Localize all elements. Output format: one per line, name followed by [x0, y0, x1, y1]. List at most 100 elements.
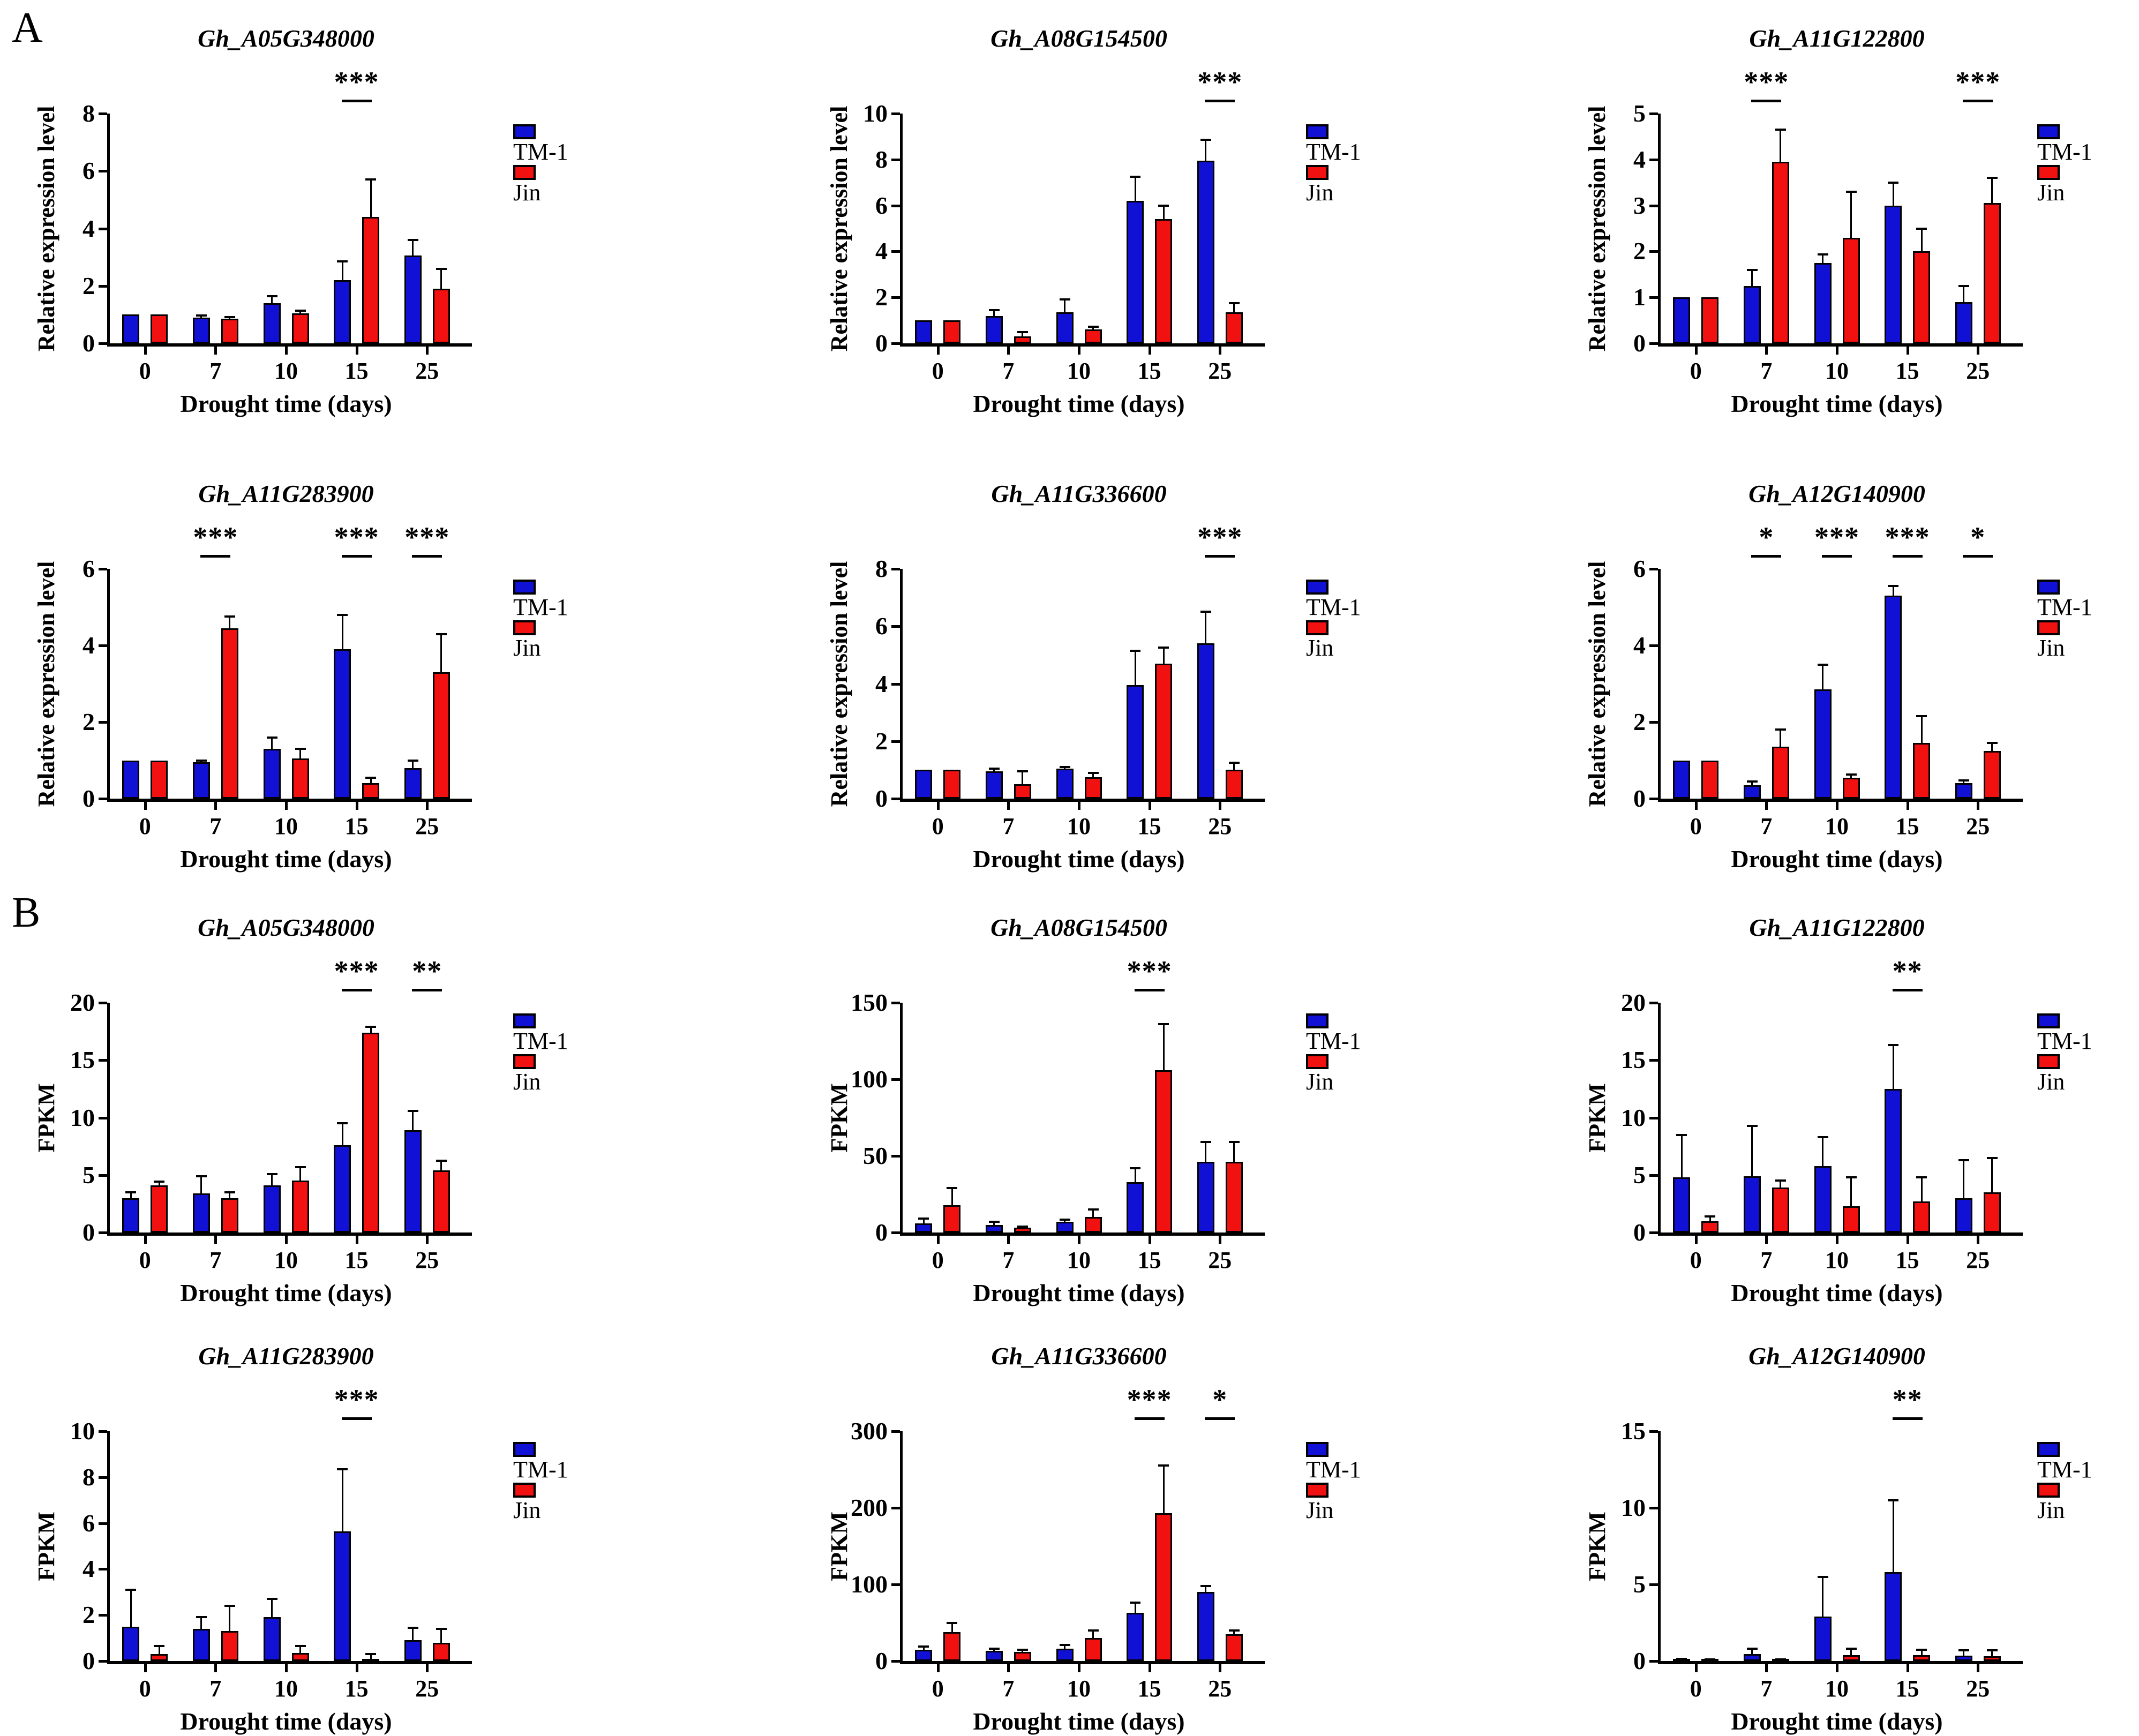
bar-tm1-day7	[192, 762, 210, 799]
x-tick	[355, 347, 358, 355]
y-tick-label: 5	[1633, 100, 1646, 127]
error-bar-tm1-day10	[271, 1174, 273, 1186]
bar-jin-day25	[432, 1642, 450, 1661]
error-bar-jin-day7	[229, 1192, 231, 1198]
error-bar-tm1-day15	[1134, 650, 1136, 686]
error-bar-cap-tm1-day7	[196, 760, 207, 762]
bar-tm1-day25	[1955, 783, 1972, 799]
y-tick	[1649, 644, 1658, 647]
legend-swatch-tm1	[2037, 580, 2060, 595]
error-bar-tm1-day25	[1205, 1142, 1207, 1162]
y-tick	[99, 1568, 107, 1571]
y-tick	[1649, 250, 1658, 253]
bar-jin-day0	[943, 770, 961, 799]
x-tick	[285, 347, 288, 355]
x-tick-label: 7	[209, 1247, 222, 1273]
legend-label-jin: Jin	[2037, 635, 2065, 661]
bar-jin-day0	[943, 1632, 961, 1661]
bar-jin-day25	[432, 289, 450, 343]
error-bar-jin-day7	[1780, 730, 1782, 747]
error-bar-cap-jin-day25	[1228, 1141, 1240, 1144]
y-tick	[891, 204, 900, 207]
x-tick	[1078, 802, 1080, 810]
x-axis-line	[900, 1233, 1265, 1236]
y-tick	[99, 798, 107, 800]
bar-jin-day10	[1842, 1655, 1860, 1661]
y-axis-line	[900, 1003, 903, 1236]
bar-jin-day10	[1084, 329, 1102, 343]
significance-label-day15: ***	[334, 1384, 379, 1416]
y-tick	[99, 644, 107, 647]
y-tick	[99, 1174, 107, 1177]
error-bar-cap-jin-day10	[1087, 326, 1099, 328]
error-bar-cap-jin-day7	[1775, 1179, 1786, 1182]
x-axis-label: Drought time (days)	[1731, 1279, 1943, 1306]
error-bar-tm1-day10	[1064, 299, 1065, 313]
legend-label-jin: Jin	[2037, 179, 2065, 206]
error-bar-cap-tm1-day7	[1746, 780, 1758, 783]
error-bar-jin-day0	[1709, 1216, 1711, 1221]
y-tick-label: 0	[1633, 1647, 1646, 1674]
error-bar-cap-jin-day25	[436, 1627, 447, 1630]
error-bar-cap-tm1-day25	[1200, 1584, 1211, 1587]
bar-tm1-day25	[404, 1640, 422, 1661]
x-tick-label: 7	[209, 1675, 222, 1702]
y-tick-label: 2	[82, 272, 95, 299]
error-bar-cap-jin-day7	[1775, 1658, 1786, 1660]
error-bar-cap-jin-day10	[295, 1645, 306, 1648]
bar-jin-day0	[943, 320, 961, 343]
y-tick	[1649, 1059, 1658, 1062]
bar-tm1-day25	[404, 768, 422, 799]
bar-jin-day7	[1014, 784, 1031, 799]
x-tick-label: 0	[932, 1247, 944, 1273]
error-bar-cap-tm1-day15	[337, 613, 348, 616]
x-tick-label: 10	[1825, 813, 1849, 839]
error-bar-cap-tm1-day25	[407, 238, 418, 241]
y-tick	[1649, 158, 1658, 161]
bar-tm1-day0	[1673, 760, 1691, 799]
x-tick	[144, 802, 147, 810]
y-tick	[99, 1002, 107, 1004]
error-bar-jin-day25	[1991, 178, 1993, 204]
x-tick-label: 25	[1208, 813, 1232, 839]
x-tick-label: 0	[1690, 813, 1702, 839]
legend-label-tm1: TM-1	[513, 594, 568, 620]
legend: TM-1 Jin	[513, 1013, 745, 1095]
bar-tm1-day7	[192, 317, 210, 343]
legend-swatch-jin	[513, 1054, 536, 1069]
error-bar-jin-day0	[951, 1188, 953, 1205]
y-tick	[1649, 1174, 1658, 1177]
error-bar-tm1-day7	[1751, 1649, 1753, 1655]
x-tick-label: 10	[1067, 1675, 1091, 1702]
significance-line-day25	[1205, 1417, 1235, 1420]
x-tick-label: 25	[1966, 358, 1990, 384]
chart-b-gh_a12g140900: Gh_A12G140900 FPKM 0 5 10 15 0 7 10 15 25 ** Drought…	[1446, 1318, 2139, 1735]
error-bar-cap-jin-day15	[365, 1026, 377, 1028]
y-tick-label: 300	[851, 1417, 888, 1445]
x-tick	[1148, 1236, 1151, 1244]
error-bar-cap-tm1-day0	[125, 1589, 137, 1591]
x-axis-label: Drought time (days)	[1731, 1708, 1943, 1735]
error-bar-tm1-day0	[130, 1590, 132, 1627]
y-tick-label: 10	[863, 100, 888, 127]
y-tick	[891, 798, 900, 800]
error-bar-cap-jin-day0	[154, 1645, 165, 1648]
x-axis-line	[107, 799, 472, 802]
error-bar-jin-day7	[1022, 332, 1024, 337]
significance-line-day15	[341, 555, 372, 558]
legend: TM-1 Jin	[1306, 124, 1441, 206]
bar-jin-day0	[151, 1185, 168, 1233]
y-tick-label: 4	[82, 632, 95, 659]
bar-tm1-day15	[1127, 1182, 1144, 1233]
chart-title: Gh_A11G336600	[991, 480, 1167, 507]
bar-jin-day10	[1842, 237, 1860, 343]
x-tick	[1078, 1664, 1080, 1672]
x-tick-label: 25	[415, 1675, 439, 1702]
significance-line-day25	[412, 989, 442, 991]
y-tick	[99, 1660, 107, 1663]
y-tick	[99, 721, 107, 724]
x-tick	[355, 1236, 358, 1244]
y-tick	[1649, 568, 1658, 570]
error-bar-cap-jin-day7	[1775, 728, 1786, 731]
legend-label-tm1: TM-1	[1306, 1028, 1361, 1054]
